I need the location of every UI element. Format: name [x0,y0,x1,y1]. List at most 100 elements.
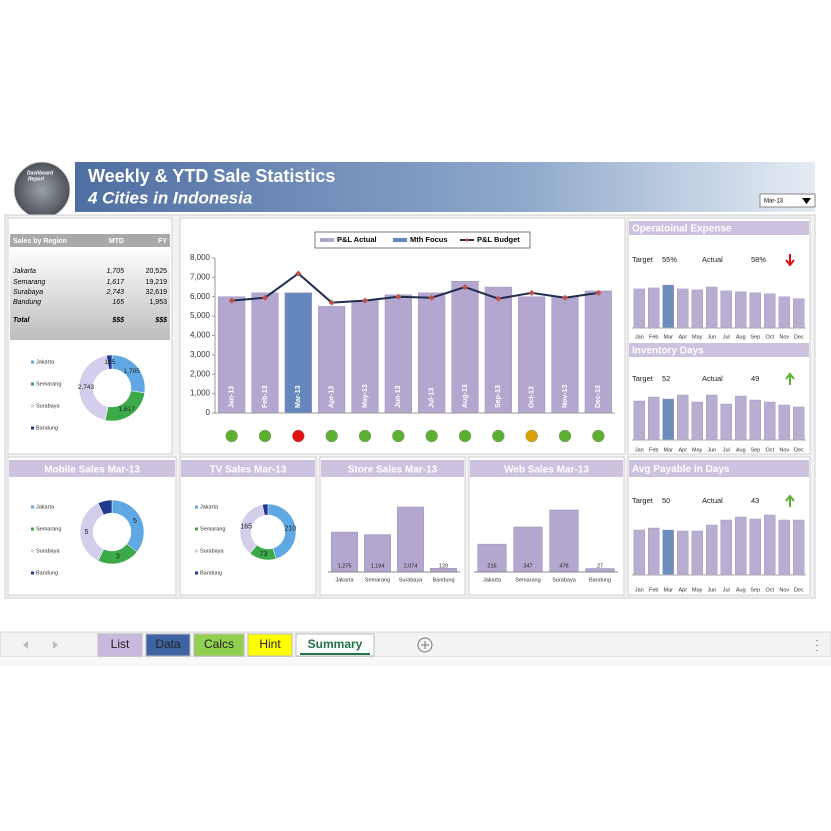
x-tick-label: Aug-13 [462,384,469,408]
bar [318,306,346,414]
panel-title: Mobile Sales Mar-13 [44,465,140,476]
y-tick-label: 1,000 [190,389,211,398]
table-body [10,247,170,340]
table-cell: 1,705 [106,268,124,275]
period-dropdown[interactable] [759,193,816,208]
sheet-tab[interactable] [247,633,293,657]
x-tick-label: Dec-13 [595,385,602,408]
legend-swatch [393,238,407,242]
x-tick-label: May [692,447,703,453]
data-label: 2,074 [404,563,418,569]
legend-swatch [31,505,34,509]
x-tick-label: Jun [707,334,716,340]
table-cell: 20,525 [146,268,168,275]
bar [633,288,645,329]
donut-slice [97,499,113,516]
status-dot [458,429,472,443]
logo-text: Report [28,176,44,182]
bar [364,534,391,573]
legend-label: Surabaya [36,403,60,409]
line-marker [562,294,568,301]
donut-slice [78,355,110,421]
data-label: 5 [133,518,137,525]
x-tick-label: Nov [779,447,789,453]
table-cell: Jakarta [12,268,36,275]
bar [662,398,674,441]
y-tick-label: 0 [206,408,211,417]
x-tick-label: Mar [664,334,674,340]
line-marker [362,297,368,304]
tab-scroll-left[interactable] [23,641,28,649]
line-marker [228,297,235,304]
tab-scroll-right[interactable] [53,641,58,649]
x-tick-label: Jun [707,447,716,453]
status-bar [0,657,831,667]
bar [518,296,546,414]
x-tick-label: Jun-13 [395,385,402,408]
legend-swatch [31,426,34,430]
bar [691,530,703,576]
trend-arrow [785,494,795,507]
table-cell: 1,953 [149,299,167,306]
bar [793,298,805,329]
bar [691,289,703,329]
legend-swatch [31,571,34,575]
x-tick-label: Nov [779,334,789,340]
x-tick-label: Oct [765,587,774,593]
x-tick-label: Aug [736,447,746,453]
sheet-tab[interactable] [97,633,143,657]
x-tick-label: Mar-13 [295,385,302,408]
bar [735,291,747,329]
x-tick-label: May-13 [362,384,369,408]
add-sheet-plus [421,641,429,649]
table-cell: Semarang [13,279,45,286]
table-column-header: MTD [109,238,124,245]
bar [218,296,246,414]
header-band [75,162,815,212]
line-marker [595,289,602,296]
legend-swatch [31,549,34,553]
x-tick-label: Feb [649,587,658,593]
y-tick-label: 8,000 [190,253,211,262]
data-label: 1,275 [338,563,352,569]
x-tick-label: Jan [635,447,644,453]
x-tick-label: Aug [736,587,746,593]
x-tick-label: Feb [649,447,658,453]
data-label: 165 [104,359,115,366]
bar [706,286,718,329]
x-tick-label: Surabaya [399,577,423,583]
data-label: 2,743 [78,384,95,391]
x-tick-label: Jul [723,334,730,340]
legend-label: Surabaya [200,548,224,554]
sheet-tab[interactable] [295,633,375,657]
bar [451,281,479,414]
x-tick-label: Mar [664,447,674,453]
panel-title-bar [321,460,464,477]
x-tick-label: Semarang [365,577,390,583]
status-dot [258,429,272,443]
x-tick-label: Jakarta [335,577,354,583]
bar [778,404,790,441]
subtitle: 4 Cities in Indonesia [87,188,252,207]
legend-label: Jakarta [36,504,55,510]
status-dot [292,429,305,443]
table-cell: Surabaya [13,289,43,296]
add-sheet[interactable] [417,637,433,653]
status-dot [358,429,372,443]
sheet-tab[interactable] [145,633,191,657]
bar [633,400,645,441]
legend-label: Jakarta [36,359,55,365]
bar [584,290,612,414]
table-cell: Total [13,317,31,324]
panel [468,456,625,596]
legend-label: Bandung [200,570,222,576]
bar [778,296,790,329]
data-label: 347 [523,563,532,569]
panel-title: Store Sales Mar-13 [348,465,438,476]
panel-title: Operatoinal Expense [632,224,732,235]
trend-arrow [785,372,795,385]
bar [513,526,543,573]
bar [706,524,718,576]
sheet-tab[interactable] [193,633,245,657]
x-tick-label: Oct [765,334,774,340]
